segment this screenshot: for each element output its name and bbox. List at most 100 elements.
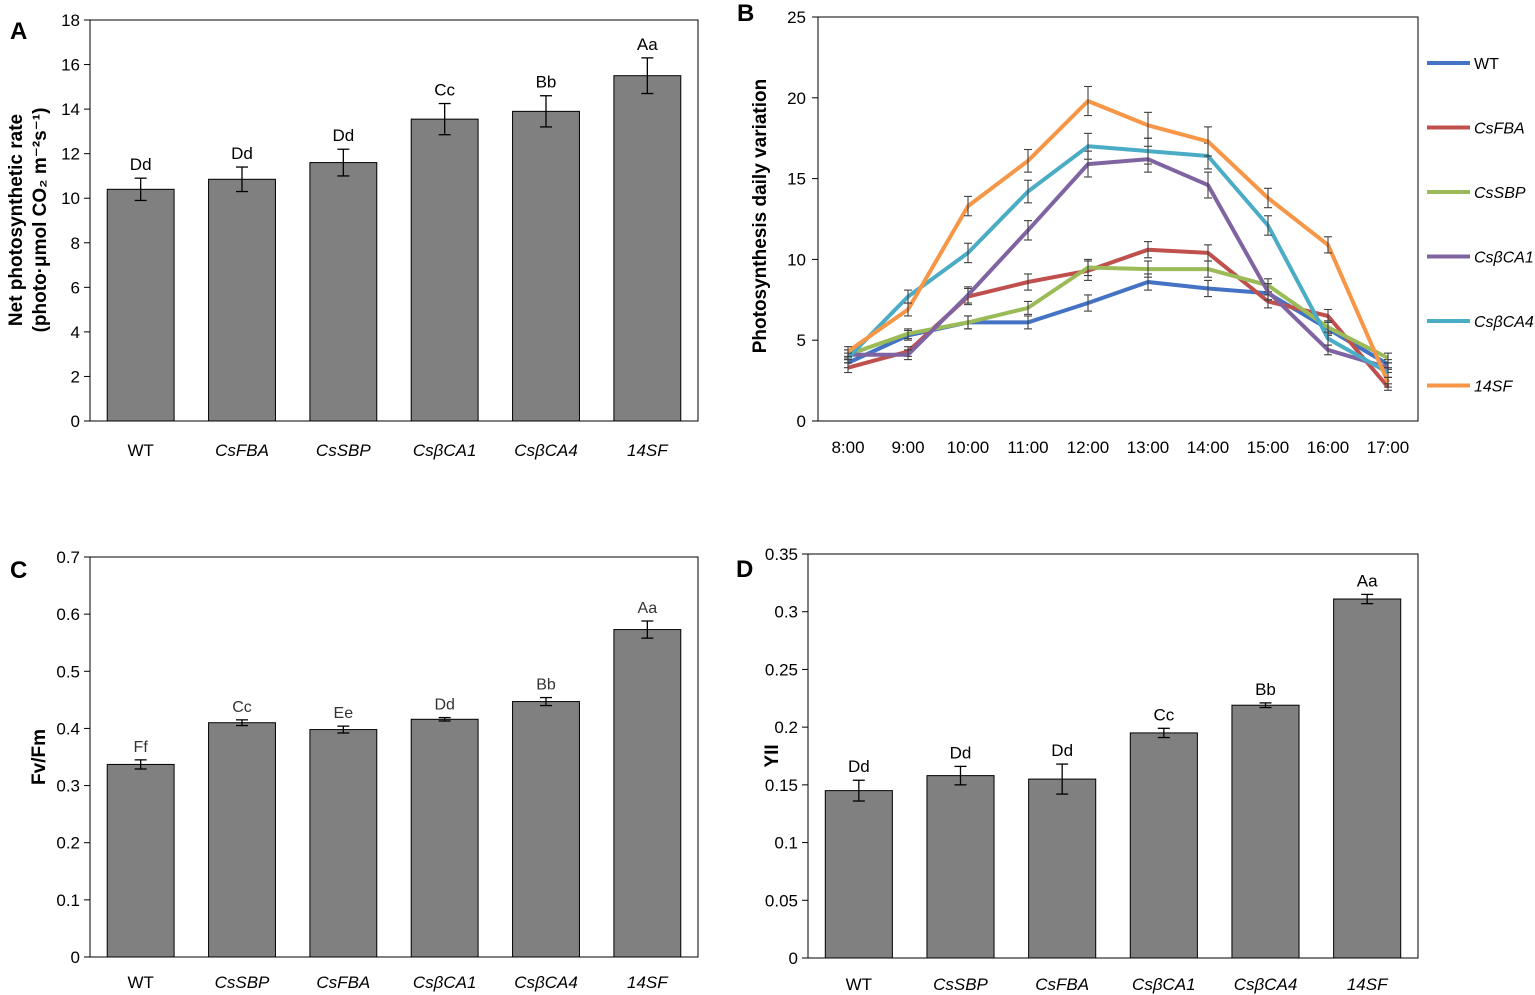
bar-2 (208, 178, 276, 422)
panel-letter: A (10, 18, 27, 45)
plot-frame (89, 19, 699, 422)
y-tick-label: 4 (71, 323, 80, 342)
panel-b-chart: 0 5 10 15 20 25 8:00 9:00 10:00 11:00 12:00 13:00 14… (737, 0, 1534, 457)
y-tick-label: 8 (71, 234, 80, 253)
x-category-label: WT (846, 975, 872, 994)
y-tick-label: 0.4 (56, 719, 80, 738)
y-tick-label: 2 (71, 367, 80, 386)
plot-frame (89, 556, 699, 958)
y-tick-label: 14 (61, 100, 80, 119)
y-axis-title: Fv/Fm (29, 729, 50, 785)
bar-1 (106, 188, 175, 422)
x-category-label: CsFBA (316, 973, 370, 992)
x-category-label: 14SF (627, 973, 669, 992)
significance-label: Aa (1357, 571, 1378, 590)
significance-label: Dd (950, 743, 972, 762)
series-line (848, 157, 1389, 370)
bar-4 (410, 718, 479, 958)
panel-letter: B (737, 0, 754, 27)
bar-3 (309, 729, 378, 958)
bar-5 (1231, 704, 1300, 959)
x-category-label: WT (127, 973, 153, 992)
y-tick-label: 0 (789, 949, 798, 968)
y-tick-label: 20 (787, 89, 806, 108)
significance-label: Ff (134, 739, 149, 756)
significance-label: Cc (434, 81, 455, 100)
y-tick-label: 0 (797, 412, 806, 431)
series-5 (844, 132, 1392, 378)
y-tick-label: 25 (787, 8, 806, 27)
bar-6 (613, 629, 682, 958)
y-tick-label: 0.1 (56, 891, 80, 910)
bar-3 (309, 162, 378, 422)
y-tick-label: 0.1 (774, 834, 798, 853)
series-3 (844, 258, 1392, 364)
x-tick-label: 8:00 (831, 438, 864, 457)
legend-label: 14SF (1474, 379, 1513, 396)
bar-1 (824, 790, 893, 959)
bar-5 (512, 701, 580, 958)
series-line (846, 99, 1390, 384)
x-category-label: WT (127, 441, 153, 460)
panel-letter: D (736, 556, 753, 583)
x-category-label: 14SF (1347, 975, 1389, 994)
x-category-label: CsSBP (215, 973, 270, 992)
y-tick-label: 0.05 (765, 891, 798, 910)
panel-d-chart: 0 0.05 0.1 0.15 0.2 0.25 0.3 0.35 Dd WT Dd CsSBP Dd C… (736, 545, 1419, 994)
panel-a-chart: 0 2 4 6 8 10 12 14 16 18 Dd WT Dd CsFBA Dd CsSBP Cc CsβCA… (10, 11, 699, 460)
plot-frame (817, 16, 1419, 422)
x-category-label: CsFBA (215, 441, 269, 460)
x-category-label: CsβCA4 (514, 441, 578, 460)
significance-label: Cc (1153, 705, 1174, 724)
x-tick-label: 9:00 (891, 438, 924, 457)
y-tick-label: 0.3 (56, 777, 80, 796)
y-tick-label: 0.2 (56, 834, 80, 853)
y-tick-label: 16 (61, 56, 80, 75)
significance-label: Aa (638, 600, 658, 617)
y-tick-label: 0.25 (765, 660, 798, 679)
significance-label: Dd (332, 126, 354, 145)
panel-c-chart: 0 0.1 0.2 0.3 0.4 0.5 0.6 0.7 Ff WT Cc CsSBP Ee CsFBA… (10, 548, 699, 992)
legend-label: WT (1474, 56, 1499, 73)
series-line (846, 144, 1389, 375)
y-tick-label: 10 (61, 189, 80, 208)
legend-label: CsFBA (1474, 121, 1525, 138)
y-tick-label: 0.6 (56, 605, 80, 624)
y-axis-title-line1: Net photosynthetic rate (6, 114, 27, 326)
y-tick-label: 0.35 (765, 545, 798, 564)
x-category-label: CsSBP (933, 975, 988, 994)
x-tick-label: 10:00 (947, 438, 990, 457)
significance-label: Bb (536, 73, 557, 92)
y-tick-label: 0.15 (765, 776, 798, 795)
significance-label: Aa (637, 35, 658, 54)
x-tick-label: 11:00 (1007, 438, 1048, 457)
y-tick-label: 10 (787, 250, 806, 269)
y-tick-label: 0.5 (56, 662, 80, 681)
series-6 (844, 85, 1392, 388)
bar-3 (1028, 778, 1097, 959)
y-tick-label: 12 (61, 145, 80, 164)
x-category-label: CsβCA4 (1234, 975, 1298, 994)
significance-label: Dd (130, 155, 152, 174)
significance-label: Cc (232, 699, 252, 716)
legend-label: CsβCA4 (1474, 314, 1534, 331)
y-tick-label: 5 (797, 331, 806, 350)
y-tick-label: 0.7 (56, 548, 80, 567)
significance-label: Bb (536, 677, 556, 694)
bar-6 (1333, 598, 1402, 959)
y-tick-label: 0 (71, 412, 80, 431)
y-tick-label: 15 (787, 170, 806, 189)
legend-label: CsSBP (1474, 185, 1526, 202)
x-tick-label: 12:00 (1067, 438, 1110, 457)
significance-label: Dd (1051, 741, 1073, 760)
significance-label: Ee (334, 705, 354, 722)
bar-6 (613, 75, 682, 422)
series-line (847, 280, 1390, 367)
significance-label: Dd (848, 757, 870, 776)
y-tick-label: 18 (61, 11, 80, 30)
series-1 (844, 273, 1392, 370)
significance-label: Bb (1255, 680, 1276, 699)
bar-2 (926, 775, 995, 959)
panel-letter: C (10, 557, 27, 584)
